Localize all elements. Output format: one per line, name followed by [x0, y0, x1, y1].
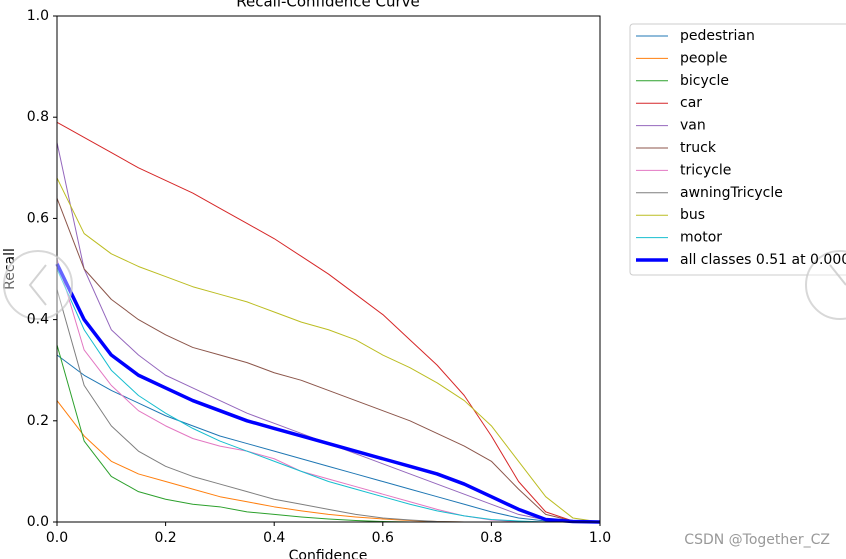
- y-tick-label: 1.0: [27, 8, 49, 24]
- legend-label: motor: [680, 230, 722, 246]
- legend-box: [629, 23, 846, 276]
- legend-label: van: [680, 118, 706, 134]
- series-line: [56, 268, 600, 523]
- series-line: [56, 258, 600, 523]
- series-line: [55, 263, 601, 524]
- x-axis-label: Confidence: [289, 548, 368, 559]
- prev-arrow: [28, 264, 47, 306]
- y-tick-label: 0.2: [27, 413, 49, 429]
- chart-title: Recall-Confidence Curve: [236, 0, 420, 11]
- next-button[interactable]: [805, 250, 846, 320]
- y-axis-label: Recall: [2, 248, 18, 290]
- legend-label: all classes 0.51 at 0.000: [680, 252, 846, 268]
- series-line: [56, 354, 600, 523]
- x-tick-label: 1.0: [589, 530, 611, 546]
- legend-label: bus: [680, 207, 705, 223]
- series-line: [56, 121, 601, 523]
- legend-label: awningTricycle: [680, 185, 783, 201]
- y-tick-label: 0.4: [27, 312, 49, 328]
- x-tick-label: 0.0: [46, 530, 68, 546]
- legend-label: tricycle: [680, 162, 731, 178]
- watermark: CSDN @Together_CZ: [684, 532, 830, 548]
- x-tick-label: 0.6: [372, 530, 394, 546]
- legend-label: truck: [680, 140, 717, 156]
- y-tick-label: 0.6: [27, 210, 49, 226]
- series-line: [56, 177, 601, 523]
- legend-label: pedestrian: [680, 28, 755, 44]
- axes-frame: [56, 15, 601, 523]
- legend-label: people: [680, 50, 727, 66]
- series-line: [56, 344, 600, 523]
- plot-area: [55, 121, 601, 524]
- y-tick-label: 0.8: [27, 109, 49, 125]
- y-tick-label: 0.0: [27, 514, 49, 530]
- series-line: [56, 289, 600, 523]
- x-tick-label: 0.4: [263, 530, 285, 546]
- series-line: [56, 197, 601, 523]
- series-line: [56, 142, 600, 523]
- legend-label: bicycle: [680, 73, 729, 89]
- prev-button[interactable]: [3, 250, 73, 320]
- next-arrow: [829, 264, 846, 286]
- x-tick-label: 0.8: [480, 530, 502, 546]
- legend-label: car: [680, 95, 702, 111]
- x-tick-label: 0.2: [154, 530, 176, 546]
